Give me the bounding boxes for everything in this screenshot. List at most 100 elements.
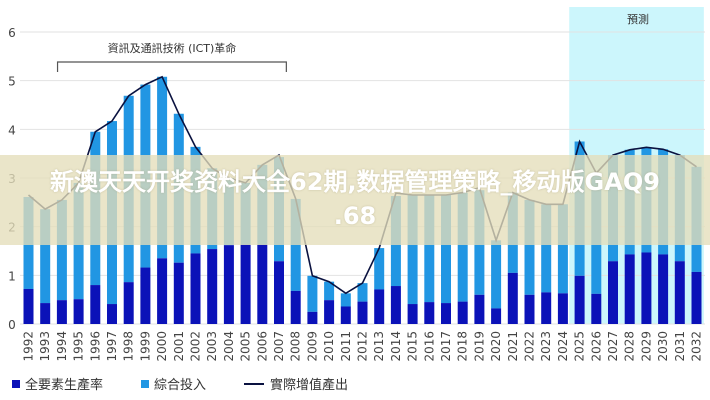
bar-input-2024 <box>557 204 568 294</box>
bar-tfp-2025 <box>574 275 585 324</box>
bar-input-2018 <box>457 192 468 302</box>
legend-item-output: 實際增值產出 <box>244 374 348 393</box>
bar-tfp-2002 <box>190 253 201 324</box>
bar-tfp-2019 <box>474 294 485 324</box>
legend-swatch-input <box>141 379 150 388</box>
bar-tfp-1995 <box>73 299 84 324</box>
overlay-banner <box>0 155 710 245</box>
bar-input-2015 <box>407 195 418 305</box>
x-tick-label: 2010 <box>322 331 336 362</box>
y-tick-label: 4 <box>8 123 16 137</box>
x-tick-label: 2004 <box>222 331 236 362</box>
legend-swatch-tfp <box>12 379 20 388</box>
x-tick-label: 2026 <box>589 331 603 362</box>
bar-tfp-2005 <box>240 244 251 324</box>
bar-tfp-2015 <box>407 304 418 324</box>
x-tick-label: 1992 <box>22 331 36 362</box>
bar-tfp-2000 <box>157 258 168 324</box>
x-tick-label: 2001 <box>172 331 186 362</box>
bar-input-2016 <box>424 195 435 303</box>
x-tick-label: 1994 <box>55 331 69 362</box>
bar-tfp-1994 <box>56 300 67 324</box>
legend: 全要素生產率 綜合投入 實際增值產出 <box>12 374 386 393</box>
x-tick-label: 2020 <box>489 331 503 362</box>
bar-tfp-2029 <box>641 252 652 324</box>
bar-tfp-2014 <box>390 286 401 324</box>
y-tick-label: 0 <box>8 318 16 332</box>
bar-tfp-2011 <box>340 306 351 324</box>
bar-tfp-2004 <box>223 245 234 324</box>
overlay-text: 新澳天天开奖资料大全62期,数据管理策略_移动版GAQ9 .68 <box>0 165 710 233</box>
x-tick-label: 2002 <box>189 331 203 362</box>
bar-tfp-2032 <box>691 271 702 324</box>
bar-input-2020 <box>491 240 502 309</box>
legend-label-input: 綜合投入 <box>154 378 207 393</box>
overlay-line-2: .68 <box>333 202 377 230</box>
bar-input-2009 <box>307 275 318 312</box>
bar-tfp-2012 <box>357 301 368 324</box>
x-tick-label: 1996 <box>88 331 102 362</box>
x-tick-label: 2014 <box>389 331 403 362</box>
x-tick-label: 2021 <box>506 331 520 362</box>
x-tick-label: 2005 <box>239 331 253 362</box>
bar-tfp-1998 <box>123 282 134 324</box>
bar-tfp-1993 <box>40 303 51 324</box>
x-tick-label: 2027 <box>606 331 620 362</box>
y-tick-label: 6 <box>8 26 16 40</box>
bar-tfp-2013 <box>374 289 385 324</box>
bar-tfp-2030 <box>658 254 669 324</box>
bar-input-2023 <box>541 204 552 293</box>
x-tick-label: 2024 <box>556 331 570 362</box>
bar-input-2010 <box>324 281 335 301</box>
bar-tfp-2001 <box>173 262 184 324</box>
bar-input-2017 <box>441 195 451 304</box>
x-tick-label: 1997 <box>105 331 119 362</box>
x-tick-label: 2000 <box>155 331 169 362</box>
legend-label-tfp: 全要素生產率 <box>25 378 104 393</box>
x-tick-label: 2003 <box>205 331 219 362</box>
legend-swatch-output <box>244 382 265 385</box>
x-tick-label: 2022 <box>523 331 537 362</box>
x-axis: 1992 1993 1994 1995 1996 1997 1998 1999 2000 2001… <box>22 331 704 362</box>
x-tick-label: 2017 <box>439 331 453 362</box>
x-tick-label: 2016 <box>422 331 436 362</box>
ict-bracket-line <box>56 61 287 72</box>
x-tick-label: 2013 <box>372 331 386 362</box>
x-tick-label: 2018 <box>456 331 470 362</box>
bar-tfp-1999 <box>140 267 151 324</box>
x-tick-label: 2019 <box>472 331 486 362</box>
bar-tfp-2021 <box>507 272 518 324</box>
bar-tfp-1992 <box>23 288 34 324</box>
x-tick-label: 2015 <box>406 331 420 362</box>
y-tick-label: 1 <box>8 269 16 283</box>
bar-tfp-2007 <box>274 261 284 324</box>
ict-label: 資訊及通訊技術 (ICT)革命 <box>108 41 237 55</box>
bar-input-2013 <box>374 248 385 290</box>
x-tick-label: 2030 <box>656 331 670 362</box>
bar-tfp-2026 <box>591 293 602 324</box>
x-tick-label: 1995 <box>72 331 86 362</box>
bar-input-1994 <box>56 199 67 301</box>
x-tick-label: 1998 <box>122 331 136 362</box>
bar-tfp-2028 <box>624 254 635 324</box>
bar-tfp-2027 <box>608 261 618 324</box>
bar-input-1993 <box>40 209 51 304</box>
x-tick-label: 2031 <box>673 331 687 362</box>
legend-item-tfp: 全要素生產率 <box>12 374 103 393</box>
x-tick-label: 1999 <box>138 331 152 362</box>
bar-tfp-2024 <box>557 293 568 324</box>
x-tick-label: 2009 <box>305 331 319 362</box>
bar-tfp-1997 <box>107 304 117 324</box>
bar-tfp-2006 <box>257 244 268 324</box>
bar-tfp-2010 <box>324 300 335 324</box>
bar-tfp-2020 <box>491 308 502 324</box>
x-tick-label: 2032 <box>690 331 704 362</box>
overlay-line-1: 新澳天天开奖资料大全62期,数据管理策略_移动版GAQ9 <box>50 168 660 196</box>
x-tick-label: 2012 <box>356 331 370 362</box>
x-tick-label: 2011 <box>339 331 353 362</box>
bar-input-2011 <box>340 293 351 307</box>
bar-input-2012 <box>357 283 368 302</box>
x-tick-label: 2008 <box>289 331 303 362</box>
bar-tfp-2008 <box>290 290 301 324</box>
bar-tfp-2022 <box>524 294 535 324</box>
